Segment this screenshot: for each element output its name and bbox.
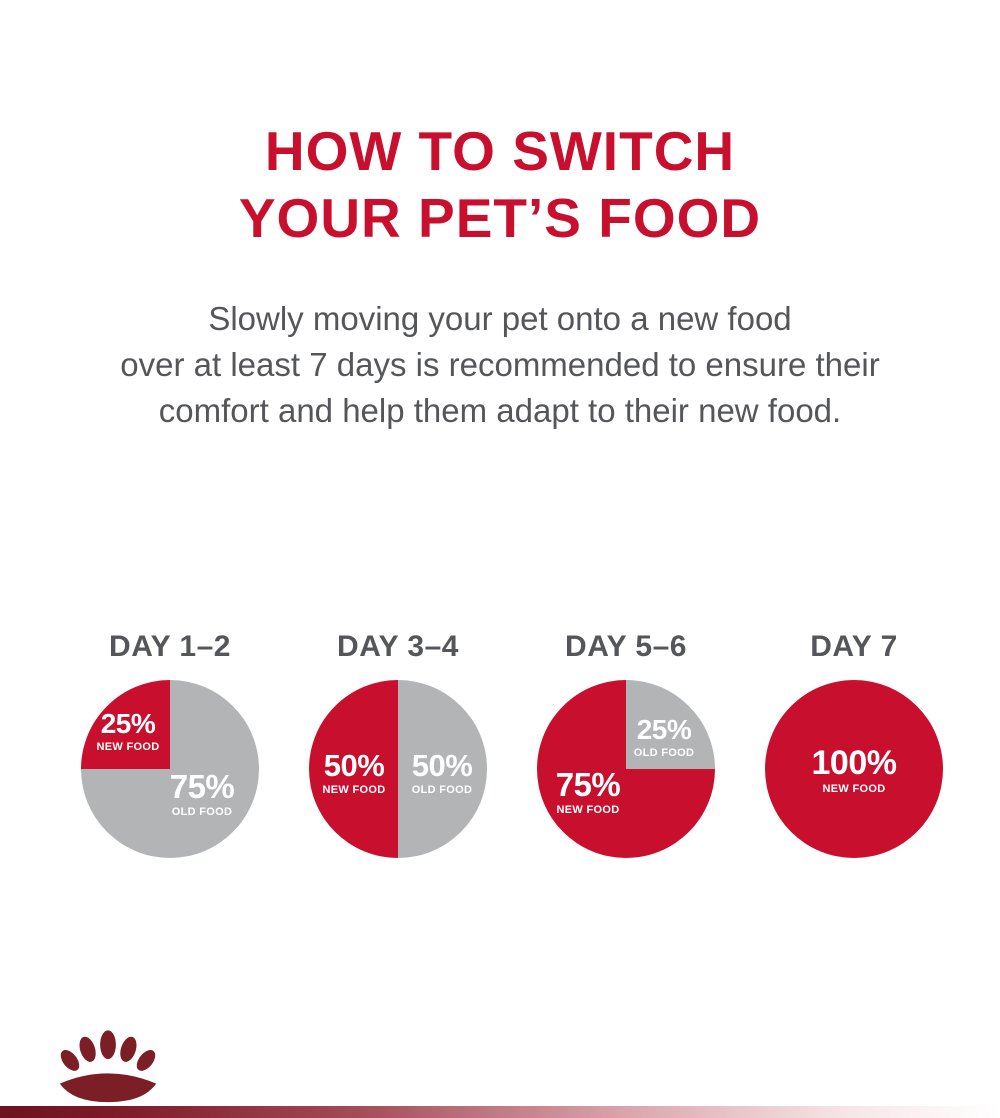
page-subtitle: Slowly moving your pet onto a new food o…	[120, 300, 880, 429]
pie-day-3-4: 50% NEW FOOD 50% OLD FOOD	[309, 680, 487, 858]
royal-canin-paw-logo-icon	[52, 1028, 164, 1104]
pie-chart-day-7: DAY 7 100% NEW FOOD	[740, 630, 968, 858]
day-label: DAY 7	[810, 630, 898, 663]
slice-percent: 25%	[636, 714, 692, 745]
slice-label-old-food: 75% OLD FOOD	[157, 770, 247, 818]
pie-day-5-6: 75% NEW FOOD 25% OLD FOOD	[537, 680, 715, 858]
page-title: HOW TO SWITCH YOUR PET’S FOOD	[0, 118, 1000, 252]
slice-name: OLD FOOD	[633, 747, 695, 759]
slice-label-old-food: 25% OLD FOOD	[619, 716, 709, 759]
slice-label-new-food: 50% NEW FOOD	[311, 750, 397, 796]
slice-label-old-food: 50% OLD FOOD	[399, 750, 485, 796]
slice-percent: 75%	[169, 768, 235, 805]
slice-label-new-food: 100% NEW FOOD	[765, 746, 943, 795]
slice-percent: 75%	[555, 766, 621, 803]
slice-name: NEW FOOD	[556, 804, 620, 816]
slice-percent: 100%	[811, 744, 897, 782]
slice-name: OLD FOOD	[171, 806, 233, 818]
pie-chart-day-5-6: DAY 5–6 75% NEW FOOD 25% OLD FOOD	[512, 630, 740, 858]
pie-chart-day-1-2: DAY 1–2 25% NEW FOOD 75% OLD FOOD	[56, 630, 284, 858]
slice-percent: 50%	[323, 748, 385, 783]
slice-name: NEW FOOD	[822, 783, 886, 795]
day-label: DAY 5–6	[565, 630, 687, 663]
pie-day-1-2: 25% NEW FOOD 75% OLD FOOD	[81, 680, 259, 858]
day-label: DAY 3–4	[337, 630, 459, 663]
slice-name: OLD FOOD	[411, 784, 473, 796]
slice-label-new-food: 25% NEW FOOD	[84, 710, 172, 753]
slice-label-new-food: 75% NEW FOOD	[542, 768, 634, 816]
pie-chart-day-3-4: DAY 3–4 50% NEW FOOD 50% OLD FOOD	[284, 630, 512, 858]
pie-day-7: 100% NEW FOOD	[765, 680, 943, 858]
page-title-line-2: YOUR PET’S FOOD	[238, 187, 762, 249]
page-title-line-1: HOW TO SWITCH	[264, 120, 736, 182]
slice-name: NEW FOOD	[96, 741, 160, 753]
bottom-gradient-bar	[0, 1106, 1000, 1118]
slice-name: NEW FOOD	[322, 784, 386, 796]
day-label: DAY 1–2	[109, 630, 231, 663]
slice-percent: 25%	[100, 708, 156, 739]
pie-chart-row: DAY 1–2 25% NEW FOOD 75% OLD FOOD DAY 3–…	[56, 630, 968, 858]
slice-percent: 50%	[411, 748, 473, 783]
